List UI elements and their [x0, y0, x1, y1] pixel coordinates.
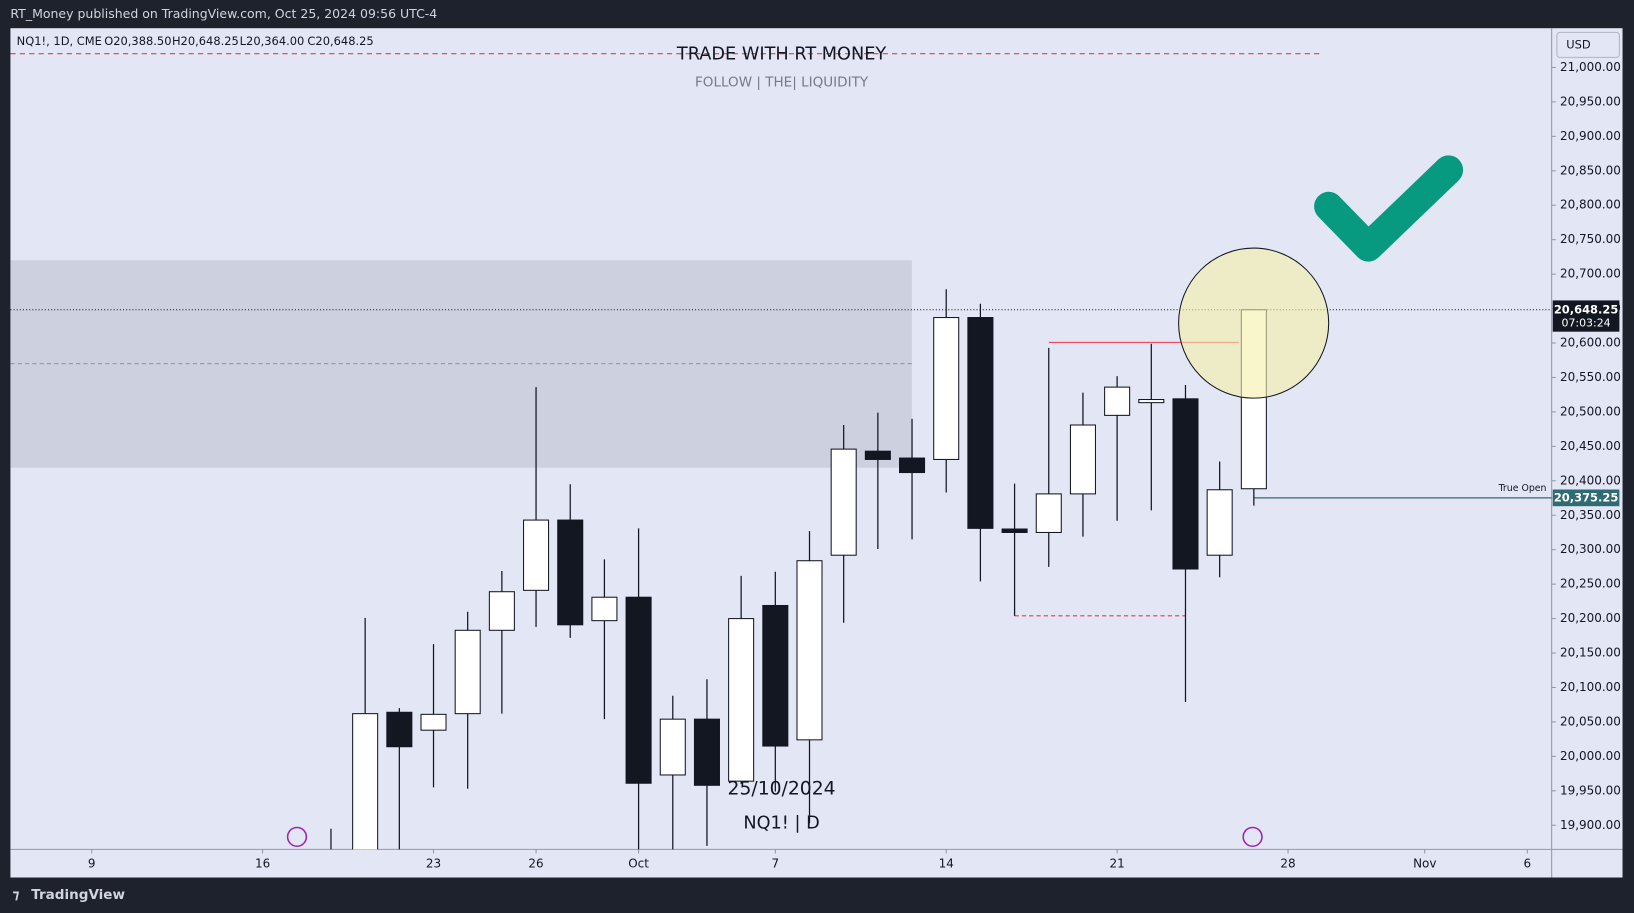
y-tick-label: 20,900.00	[1560, 129, 1621, 143]
y-tick-label: 20,850.00	[1560, 163, 1621, 177]
candle-body	[864, 450, 891, 460]
title: TRADE WITH RT MONEY	[676, 44, 887, 64]
y-tick-label: 20,100.00	[1560, 680, 1621, 694]
y-tick-label: 20,700.00	[1560, 267, 1621, 281]
y-tick-label: 20,450.00	[1560, 439, 1621, 453]
y-tick-label: 20,750.00	[1560, 232, 1621, 246]
last-price-label: 20,648.25	[1554, 302, 1619, 316]
subtitle: FOLLOW | THE| LIQUIDITY	[695, 74, 869, 90]
last-price-box	[1552, 300, 1620, 332]
watermark-symbol: NQ1! | D	[743, 813, 819, 833]
y-tick-label: 20,950.00	[1560, 94, 1621, 108]
candle-body	[1206, 489, 1233, 556]
y-tick-label: 20,000.00	[1560, 749, 1621, 763]
x-tick-label: 6	[1523, 856, 1531, 870]
y-tick-label: 20,550.00	[1560, 370, 1621, 384]
x-tick-label: 7	[772, 856, 780, 870]
candle-body	[830, 448, 857, 556]
symbol: NQ1!, 1D, CME	[17, 34, 102, 48]
y-tick-label: 20,600.00	[1560, 336, 1621, 350]
y-tick-label: 20,800.00	[1560, 198, 1621, 212]
highlight-circle	[1178, 247, 1330, 399]
x-tick-label: 26	[528, 856, 543, 870]
candle-body	[933, 317, 960, 460]
x-tick-label: Nov	[1413, 856, 1436, 870]
y-tick-label: 20,250.00	[1560, 577, 1621, 591]
x-tick-label: 21	[1110, 856, 1125, 870]
event-icon	[286, 826, 308, 848]
footer-brand: TradingView	[31, 887, 125, 903]
ohlc-value: C20,648.25	[307, 34, 373, 48]
candle-body	[454, 629, 481, 715]
candle-body	[899, 457, 926, 474]
candle-body	[728, 618, 755, 782]
x-tick-label: 28	[1280, 856, 1295, 870]
supply-zone	[10, 260, 912, 468]
candle-body	[1172, 398, 1199, 570]
ohlc-value: H20,648.25	[172, 34, 239, 48]
candle-body	[1069, 424, 1096, 495]
candle-body	[557, 519, 584, 626]
countdown: 07:03:24	[1562, 316, 1611, 329]
event-icon	[1242, 826, 1263, 848]
y-tick-label: 20,050.00	[1560, 714, 1621, 728]
candle-body	[420, 713, 447, 731]
y-tick-label: 21,000.00	[1560, 60, 1621, 74]
candle-body	[1104, 386, 1131, 416]
true-open-label: 20,375.25	[1554, 490, 1619, 504]
watermark-date: 25/10/2024	[728, 778, 836, 799]
candle-body	[693, 718, 720, 786]
y-tick-label: 20,300.00	[1560, 542, 1621, 556]
ohlc-value: L20,364.00	[240, 34, 305, 48]
currency-box	[1556, 31, 1620, 58]
x-tick-label: 16	[255, 856, 270, 870]
y-tick-label: 20,350.00	[1560, 508, 1621, 522]
x-tick-label: 14	[939, 856, 954, 870]
candle-body	[659, 718, 686, 776]
candle-body	[523, 519, 550, 591]
y-tick-label: 20,200.00	[1560, 611, 1621, 625]
candle-body	[625, 596, 652, 784]
plot	[10, 53, 1552, 850]
y-tick-label: 20,500.00	[1560, 404, 1621, 418]
y-tick-label: 20,150.00	[1560, 646, 1621, 660]
candle-body	[591, 596, 618, 622]
candle-body	[1035, 493, 1062, 533]
currency: USD	[1566, 37, 1591, 51]
candle-body	[762, 604, 789, 747]
candle-body	[386, 711, 413, 748]
logo: ⁊	[13, 887, 20, 903]
header: RT_Money published on TradingView.com, O…	[10, 6, 437, 21]
true-open-name: True Open	[1498, 483, 1547, 494]
candle-body	[1001, 528, 1028, 533]
candle-body	[488, 591, 515, 631]
x-tick-label: 9	[88, 856, 96, 870]
check-mark	[1314, 155, 1464, 262]
candle-body	[967, 317, 994, 529]
y-tick-label: 20,400.00	[1560, 473, 1621, 487]
candle-body	[796, 560, 823, 741]
x-tick-label: Oct	[628, 856, 649, 870]
x-tick-label: 23	[426, 856, 441, 870]
candle-body	[352, 713, 379, 850]
candle-body	[1138, 398, 1165, 404]
y-tick-label: 19,900.00	[1560, 818, 1621, 832]
ohlc-value: O20,388.50	[104, 34, 171, 48]
true-open-box	[1552, 489, 1620, 507]
y-tick-label: 19,950.00	[1560, 783, 1621, 797]
